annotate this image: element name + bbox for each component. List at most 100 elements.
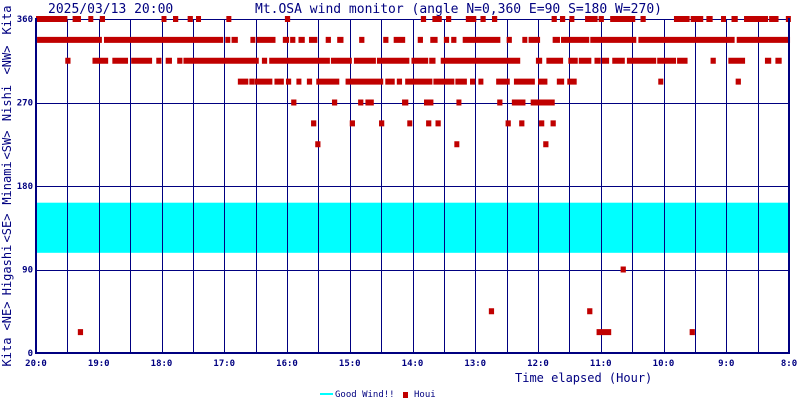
legend: Good Wind!! Houi [320, 390, 436, 400]
houi-mark [103, 36, 224, 43]
houi-mark [296, 78, 302, 85]
legend-houi-swatch [403, 392, 408, 398]
houi-mark [325, 36, 331, 43]
houi-mark [291, 99, 297, 106]
x-tick-label: 19:0 [88, 359, 110, 369]
x-tick-label: 16:0 [276, 359, 298, 369]
houi-mark [407, 120, 413, 127]
houi-mark [337, 36, 344, 43]
houi-mark [396, 78, 403, 85]
houi-mark [131, 57, 153, 64]
houi-mark [405, 78, 433, 85]
x-tick-label: 17:0 [213, 359, 235, 369]
houi-mark [470, 78, 476, 85]
houi-mark [432, 16, 442, 22]
houi-mark [551, 16, 557, 22]
houi-mark [306, 78, 313, 85]
houi-mark [612, 57, 625, 64]
houi-mark [225, 36, 231, 43]
y-axis-label-word: <SW> [0, 131, 14, 160]
y-axis-label: Kita <NE> Higashi <SE> Minami<SW> Nishi <NW> Ki… [0, 6, 14, 367]
houi-mark [488, 308, 495, 315]
houi-mark [511, 99, 526, 106]
houi-mark [478, 78, 484, 85]
houi-mark [454, 141, 460, 148]
houi-mark [433, 78, 455, 85]
houi-mark [539, 120, 545, 127]
houi-mark [598, 16, 604, 22]
houi-mark [156, 57, 162, 64]
houi-mark [626, 57, 657, 64]
houi-mark [359, 36, 365, 43]
houi-mark [88, 16, 94, 22]
houi-mark [590, 36, 637, 43]
houi-mark [535, 57, 543, 64]
houi-mark [365, 99, 374, 106]
houi-mark [601, 57, 610, 64]
houi-mark [552, 36, 560, 43]
houi-mark [282, 36, 290, 43]
houi-mark [237, 78, 249, 85]
houi-mark [274, 78, 284, 85]
houi-mark [383, 36, 389, 43]
houi-mark [316, 78, 340, 85]
houi-mark [677, 57, 688, 64]
houi-mark [559, 16, 566, 22]
houi-mark [298, 36, 305, 43]
houi-mark [569, 16, 575, 22]
houi-mark [561, 36, 590, 43]
x-tick-label: 20:0 [25, 359, 47, 369]
houi-mark [37, 36, 102, 43]
houi-mark [689, 329, 695, 336]
y-axis-label-word: Minami [0, 161, 14, 204]
houi-mark [443, 36, 450, 43]
houi-mark [528, 36, 541, 43]
good-wind-band [36, 202, 789, 253]
houi-mark [72, 16, 81, 22]
houi-mark [411, 57, 429, 64]
houi-mark [249, 78, 255, 85]
y-tick-label: 180 [17, 182, 33, 192]
houi-mark [417, 36, 423, 43]
houi-mark [455, 78, 467, 85]
houi-mark [429, 57, 436, 64]
houi-mark [731, 16, 738, 22]
houi-mark [77, 329, 84, 336]
houi-mark [543, 141, 549, 148]
houi-mark [349, 120, 355, 127]
y-axis-label-word: <NE> [0, 302, 14, 331]
x-tick-label: 8:0 [781, 359, 797, 369]
y-axis-label-word: <SE> [0, 214, 14, 243]
houi-mark [775, 57, 782, 64]
houi-mark [311, 120, 317, 127]
x-tick-label: 9:0 [718, 359, 734, 369]
houi-mark [721, 16, 727, 22]
houi-mark [308, 36, 318, 43]
houi-mark [435, 120, 441, 127]
houi-mark [65, 57, 71, 64]
houi-mark [546, 57, 564, 64]
y-axis-label-word: Kita [0, 338, 14, 367]
x-tick-label: 15:0 [339, 359, 361, 369]
houi-mark [290, 36, 296, 43]
houi-mark [353, 57, 376, 64]
houi-mark [456, 99, 462, 106]
houi-mark [183, 57, 259, 64]
houi-mark [451, 36, 457, 43]
houi-mark [285, 78, 292, 85]
houi-mark [505, 120, 511, 127]
houi-mark [728, 57, 746, 64]
houi-mark [440, 57, 521, 64]
houi-mark [538, 78, 548, 85]
houi-mark [769, 16, 779, 22]
houi-mark [706, 16, 713, 22]
houi-mark [550, 120, 556, 127]
houi-mark [231, 36, 238, 43]
y-tick-label: 270 [17, 99, 33, 109]
houi-mark [610, 16, 636, 22]
houi-mark [673, 16, 690, 22]
good-wind-band-group [36, 202, 789, 253]
houi-mark [424, 99, 434, 106]
houi-mark [269, 57, 330, 64]
